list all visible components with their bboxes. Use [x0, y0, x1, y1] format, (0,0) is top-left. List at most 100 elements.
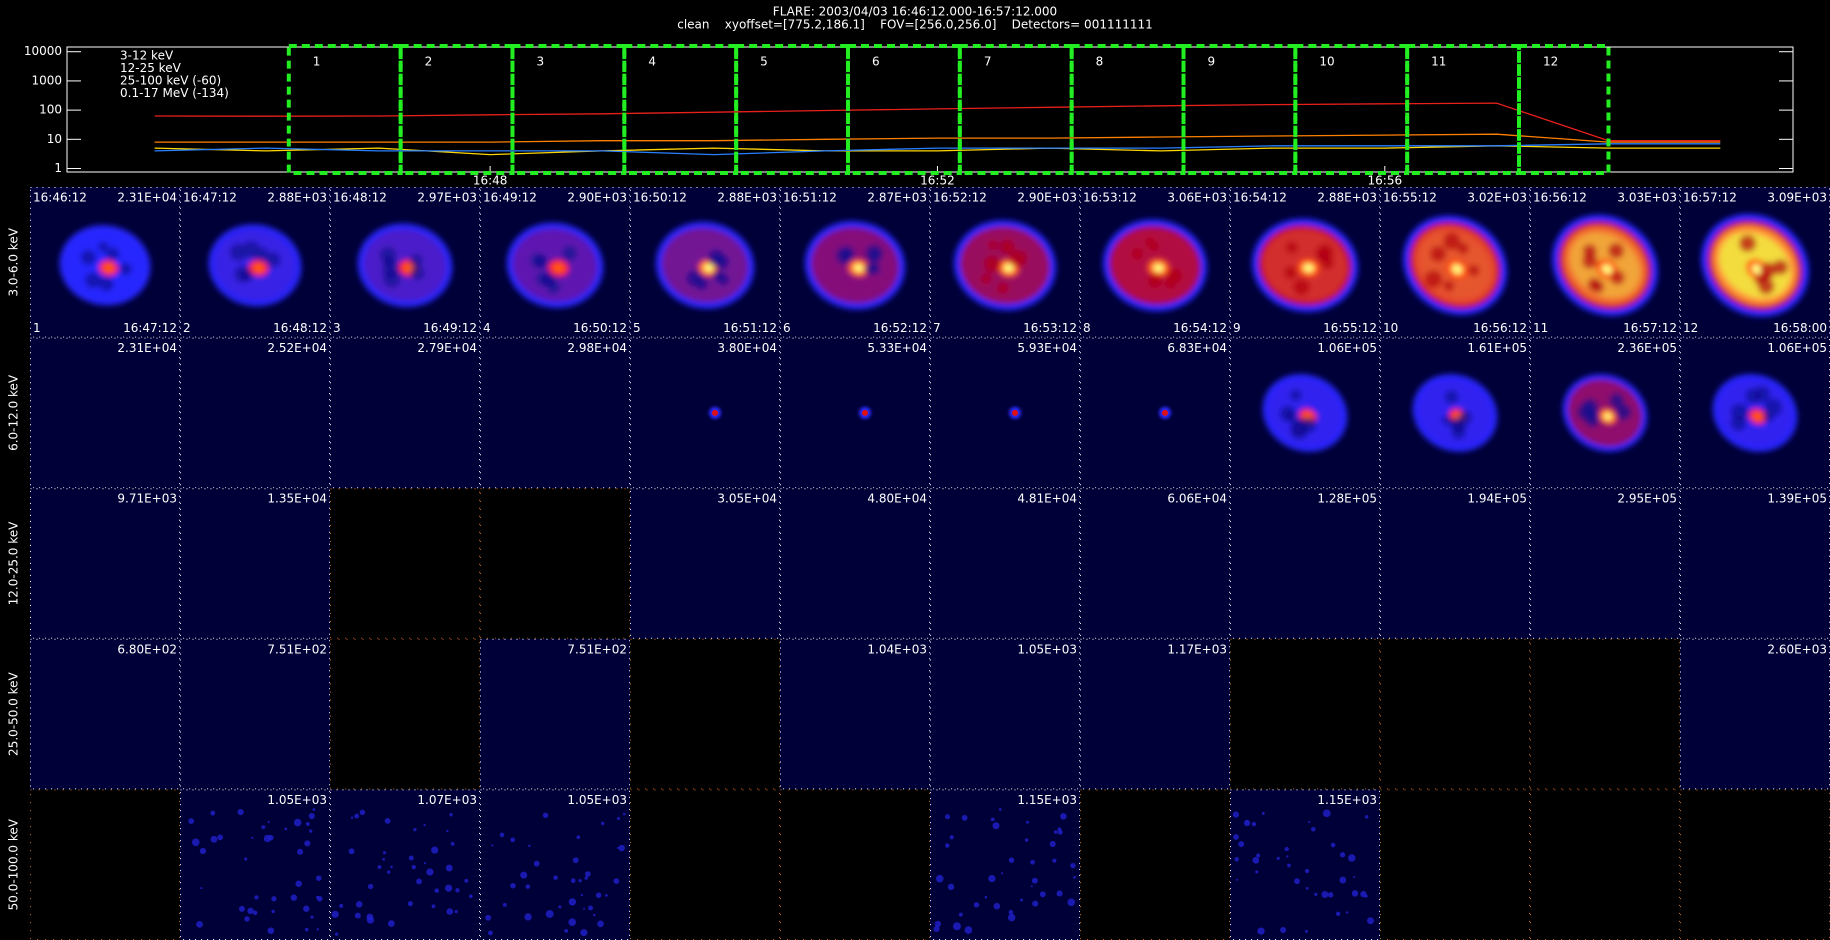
image-panel [1380, 638, 1530, 790]
noise [350, 816, 354, 819]
y-tick-label: 1000 [31, 73, 62, 87]
panel-background [930, 337, 1080, 489]
dark-patch [1468, 264, 1480, 277]
noise [1251, 821, 1257, 827]
noise [545, 910, 554, 918]
max-value: 2.31E+04 [117, 341, 177, 355]
noise [1308, 820, 1311, 824]
panel-frame [30, 638, 180, 790]
noise [600, 821, 605, 826]
noise [1025, 820, 1030, 824]
panel-frame [1680, 638, 1830, 790]
noise [1321, 891, 1329, 899]
noise [533, 860, 540, 867]
dark-patch [1738, 234, 1757, 252]
noise [1276, 856, 1280, 861]
source-image [1262, 374, 1348, 452]
panel-background [1530, 488, 1680, 639]
panel-frame [630, 488, 780, 639]
noise [247, 907, 254, 915]
max-value: 1.05E+03 [567, 793, 627, 807]
legend-label: 0.1-17 MeV (-134) [120, 86, 229, 100]
panel-frame [930, 187, 1080, 338]
core [1601, 264, 1613, 275]
noise [408, 855, 414, 861]
max-value: 3.02E+03 [1467, 191, 1527, 205]
max-value: 5.33E+04 [867, 341, 927, 355]
image-panel: 2.88E+03 16:54:12 16:55:12 9 [1230, 187, 1380, 338]
panel-frame [30, 187, 180, 338]
noise [1284, 846, 1289, 852]
interval-box [957, 44, 1074, 175]
noise [1238, 841, 1245, 848]
panel-background [1230, 488, 1380, 639]
noise [431, 904, 436, 909]
max-value: 2.36E+05 [1617, 341, 1677, 355]
empty-panel [630, 638, 780, 790]
core [1003, 263, 1014, 273]
noise [1070, 862, 1076, 869]
noise [416, 878, 422, 885]
start-time: 16:46:12 [33, 191, 87, 205]
panel-background [30, 488, 180, 639]
noise [1348, 854, 1356, 862]
noise [998, 808, 1002, 811]
panel-background [480, 789, 630, 940]
panel-frame [1530, 337, 1680, 489]
noise [1286, 855, 1289, 858]
image-panel: 4.81E+04 [930, 488, 1080, 639]
image-panel: 1.15E+03 [1230, 789, 1380, 940]
max-value: 2.88E+03 [267, 191, 327, 205]
dark-patch [1290, 389, 1302, 401]
image-panel: 2.79E+04 [330, 337, 480, 489]
noise [1314, 892, 1318, 896]
panel-frame [1530, 488, 1680, 639]
dark-patch [410, 265, 425, 281]
noise [935, 874, 944, 883]
dark-patch [1458, 410, 1473, 424]
dark-patch [1009, 249, 1028, 268]
panel-background [1680, 488, 1830, 639]
noise [520, 871, 528, 879]
dark-patch [1730, 415, 1747, 431]
dark-patch [707, 249, 725, 266]
interval-label: 7 [984, 55, 992, 69]
source-image [1551, 214, 1659, 316]
noise [423, 862, 427, 865]
noise [584, 876, 588, 880]
image-panel: 5.33E+04 [780, 337, 930, 489]
panel-frame [1680, 488, 1830, 639]
max-value: 1.05E+03 [267, 793, 327, 807]
dark-patch [530, 252, 546, 269]
dark-patch [383, 270, 401, 288]
noise [382, 858, 386, 861]
core [1753, 412, 1763, 421]
noise [958, 912, 963, 917]
noise [990, 817, 995, 822]
noise [423, 823, 426, 827]
image-panel: 2.90E+03 16:52:12 16:53:12 7 [930, 187, 1080, 338]
panel-frame [1530, 187, 1680, 338]
noise [355, 901, 363, 908]
start-time: 16:49:12 [483, 191, 537, 205]
panel-frame [630, 337, 780, 489]
noise [210, 835, 218, 843]
noise [290, 894, 298, 901]
image-panel: 1.15E+03 [930, 789, 1080, 940]
noise [1031, 877, 1038, 884]
dark-patch [1443, 232, 1461, 250]
dark-patch [1290, 421, 1309, 440]
noise [934, 920, 942, 928]
noise [1060, 813, 1067, 820]
max-value: 2.95E+05 [1617, 492, 1677, 506]
core [853, 263, 864, 273]
title: FLARE: 2003/04/03 16:46:12.000-16:57:12.… [773, 5, 1057, 19]
dark-patch [98, 241, 109, 253]
panel-frame [1080, 187, 1230, 338]
noise [553, 875, 558, 880]
interval-box [622, 44, 739, 175]
noise [1346, 911, 1349, 914]
max-value: 9.71E+03 [117, 492, 177, 506]
start-time: 16:57:12 [1683, 191, 1737, 205]
x-tick-label: 16:48 [473, 174, 508, 188]
